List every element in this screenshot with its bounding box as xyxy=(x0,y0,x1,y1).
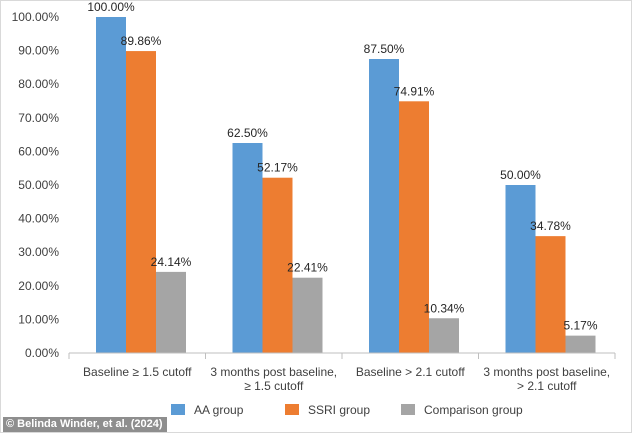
y-tick-label: 40.00% xyxy=(18,212,59,226)
y-tick-label: 80.00% xyxy=(18,77,59,91)
bar xyxy=(156,271,186,353)
x-axis: Baseline ≥ 1.5 cutoff 3 months post basel… xyxy=(68,352,616,393)
x-tick-label: 3 months post baseline, xyxy=(210,365,337,379)
y-tick-label: 10.00% xyxy=(18,312,59,326)
x-tick-label: ≥ 1.5 cutoff xyxy=(244,379,304,393)
y-tick-label: 90.00% xyxy=(18,44,59,58)
y-tick-label: 30.00% xyxy=(18,245,59,259)
legend-label: Comparison group xyxy=(424,403,523,417)
image-credit: © Belinda Winder, et al. (2024) xyxy=(3,417,167,432)
y-tick-label: 100.00% xyxy=(12,10,60,24)
x-tick-label: > 2.1 cutoff xyxy=(517,379,577,393)
y-tick-label: 70.00% xyxy=(18,111,59,125)
legend-label: SSRI group xyxy=(308,403,370,417)
data-label: 34.78% xyxy=(530,219,571,233)
legend: AA group SSRI group Comparison group xyxy=(171,403,523,417)
bar xyxy=(535,236,566,353)
data-label: 10.34% xyxy=(424,301,465,315)
bar xyxy=(369,59,399,353)
bar xyxy=(232,143,263,353)
data-label: 5.17% xyxy=(563,319,597,333)
y-tick-label: 20.00% xyxy=(18,279,59,293)
bar xyxy=(96,17,126,353)
legend-swatch xyxy=(401,404,415,415)
bar xyxy=(399,101,429,353)
y-tick-label: 50.00% xyxy=(18,178,59,192)
bar xyxy=(505,185,536,353)
data-label: 100.00% xyxy=(87,1,135,14)
data-label: 52.17% xyxy=(257,161,298,175)
data-label: 74.91% xyxy=(394,84,435,98)
legend-swatch xyxy=(285,404,299,415)
bar xyxy=(126,51,156,353)
bar xyxy=(292,277,323,353)
x-tick-label: Baseline ≥ 1.5 cutoff xyxy=(83,365,192,379)
y-axis: 0.00% 10.00% 20.00% 30.00% 40.00% 50.00% 60.00… xyxy=(12,10,60,360)
y-tick-label: 0.00% xyxy=(25,346,59,360)
bar xyxy=(262,177,293,353)
y-tick-label: 60.00% xyxy=(18,144,59,158)
data-label: 89.86% xyxy=(121,34,162,48)
data-label: 22.41% xyxy=(287,261,328,275)
x-tick-label: 3 months post baseline, xyxy=(483,365,610,379)
x-tick-label: Baseline > 2.1 cutoff xyxy=(356,365,466,379)
bar xyxy=(429,318,459,353)
data-label: 62.50% xyxy=(227,126,268,140)
legend-label: AA group xyxy=(194,403,244,417)
data-label: 24.14% xyxy=(151,255,192,269)
legend-swatch xyxy=(171,404,185,415)
bar xyxy=(565,335,596,353)
bars: 100.00% 62.50% 87.50% 50.00% 89.86% 52.17% 74.… xyxy=(87,0,598,353)
data-label: 50.00% xyxy=(500,168,541,182)
data-label: 87.50% xyxy=(364,42,405,56)
